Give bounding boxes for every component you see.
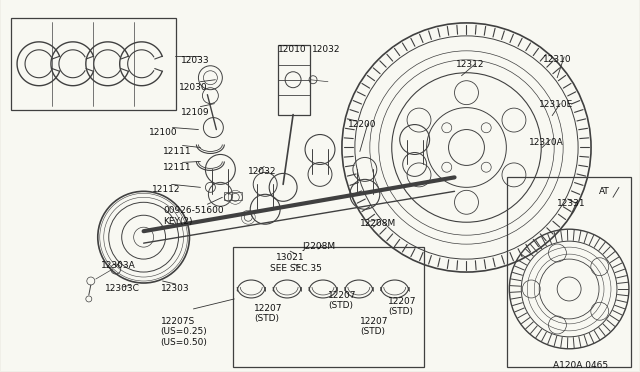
Text: 12207
(STD): 12207 (STD) (254, 304, 283, 323)
Text: 12100: 12100 (148, 128, 177, 137)
Text: 12303C: 12303C (105, 284, 140, 293)
Text: A120A 0465: A120A 0465 (553, 361, 608, 370)
Text: 12112: 12112 (152, 185, 180, 194)
Text: 12207
(STD): 12207 (STD) (328, 291, 356, 310)
Text: 13021: 13021 (276, 253, 305, 262)
Text: 12208M: 12208M (360, 219, 396, 228)
Bar (508, 177, 631, 367)
Text: 12310: 12310 (543, 55, 572, 64)
Bar (11, 18, 175, 110)
Text: 12207
(STD): 12207 (STD) (388, 297, 416, 316)
Text: AT: AT (599, 187, 610, 196)
Text: 12331: 12331 (557, 199, 586, 208)
Text: 12111: 12111 (163, 163, 191, 173)
Text: 12109: 12109 (180, 108, 209, 117)
Text: J2208M: J2208M (302, 242, 335, 251)
Text: 12207
(STD): 12207 (STD) (360, 317, 388, 336)
Text: 12032: 12032 (248, 167, 276, 176)
Text: 12010: 12010 (278, 45, 307, 54)
Text: SEE SEC.35: SEE SEC.35 (270, 264, 322, 273)
Text: 12310A: 12310A (529, 138, 564, 147)
Text: 12032: 12032 (312, 45, 340, 54)
Text: 12033: 12033 (180, 56, 209, 65)
Bar (225, 192, 243, 200)
Text: 12111: 12111 (163, 147, 191, 157)
Text: 12303A: 12303A (100, 261, 136, 270)
Text: 12312: 12312 (456, 60, 484, 69)
Text: 12207S
(US=0.25)
(US=0.50): 12207S (US=0.25) (US=0.50) (161, 317, 207, 347)
Bar (234, 247, 424, 367)
Text: 12310E: 12310E (540, 100, 573, 109)
Text: 12303: 12303 (161, 284, 189, 293)
Bar (278, 45, 310, 115)
Text: 00926-51600
KEY(2): 00926-51600 KEY(2) (164, 206, 224, 226)
Text: 12200: 12200 (348, 119, 376, 129)
Text: 12030: 12030 (179, 83, 207, 92)
